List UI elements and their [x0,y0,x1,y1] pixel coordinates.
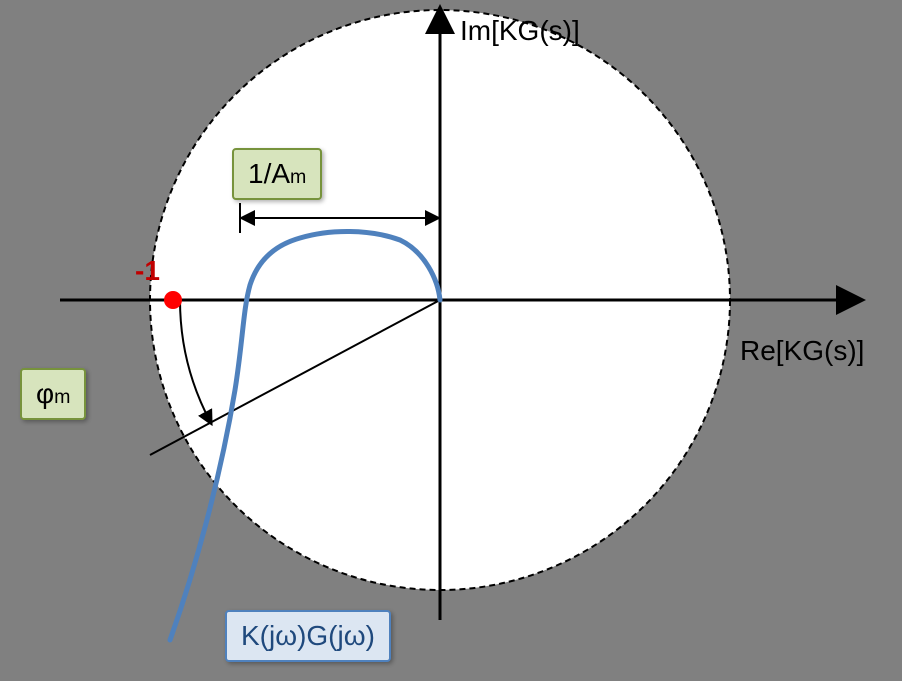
imaginary-axis-label: Im[KG(s)] [460,15,580,47]
critical-point-label: -1 [135,255,160,287]
gain-margin-label: 1/Am [232,148,322,200]
phase-margin-label: φm [20,368,86,420]
gain-margin-sub: m [290,166,306,189]
real-axis-label: Re[KG(s)] [740,335,864,367]
nyquist-curve-label: K(jω)G(jω) [225,610,391,662]
phase-margin-text: φ [36,378,54,410]
gain-margin-text: 1/A [248,158,290,190]
curve-label-text: K(jω)G(jω) [241,620,375,652]
phase-margin-sub: m [54,386,70,409]
